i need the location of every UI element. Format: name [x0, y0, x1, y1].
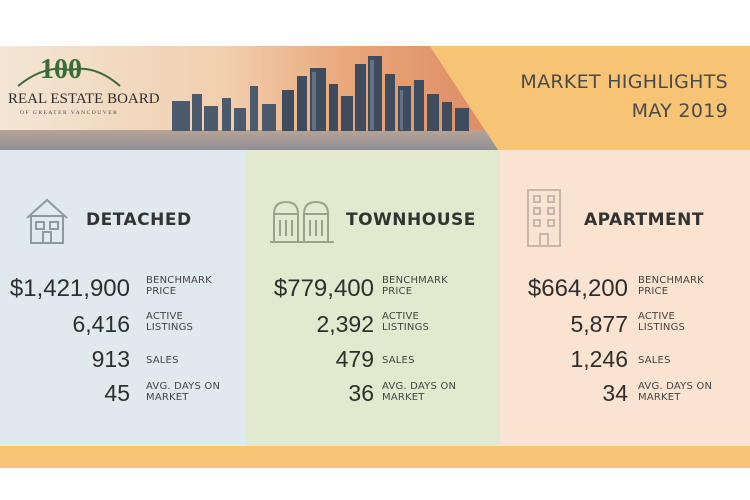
- property-type-label: DETACHED: [86, 210, 192, 230]
- sales-label: SALES: [638, 355, 671, 366]
- active-listings-label: ACTIVE LISTINGS: [146, 311, 194, 333]
- panel-detached: DETACHED $1,421,900 BENCHMARK PRICE 6,416…: [0, 150, 246, 446]
- report-title: MARKET HIGHLIGHTS MAY 2019: [520, 68, 728, 126]
- apartment-building-icon: [527, 189, 561, 247]
- active-listings-value: 2,392: [316, 311, 374, 337]
- logo: 100 REAL ESTATE BOARD OF GREATER VANCOUV…: [8, 54, 160, 116]
- title-line-2: MAY 2019: [631, 100, 728, 122]
- title-line-1: MARKET HIGHLIGHTS: [520, 71, 728, 93]
- sales-label: SALES: [382, 355, 415, 366]
- sales-value: 479: [335, 346, 374, 372]
- benchmark-price-value: $664,200: [527, 275, 628, 302]
- avg-days-label: AVG. DAYS ON MARKET: [146, 381, 221, 403]
- footer-bar: [0, 446, 750, 468]
- active-listings-value: 6,416: [72, 311, 130, 337]
- avg-days-value: 36: [348, 380, 374, 406]
- avg-days-value: 34: [602, 380, 628, 406]
- active-listings-label: ACTIVE LISTINGS: [638, 311, 686, 333]
- property-type-label: APARTMENT: [584, 210, 704, 230]
- active-listings-label: ACTIVE LISTINGS: [382, 311, 430, 333]
- benchmark-price-label: BENCHMARK PRICE: [146, 275, 212, 297]
- panel-townhouse: TOWNHOUSE $779,400 BENCHMARK PRICE 2,392 …: [246, 150, 500, 446]
- avg-days-label: AVG. DAYS ON MARKET: [382, 381, 457, 403]
- house-icon: [26, 198, 68, 244]
- logo-number: 100: [40, 54, 82, 85]
- avg-days-value: 45: [104, 380, 130, 406]
- benchmark-price-label: BENCHMARK PRICE: [638, 275, 704, 297]
- sales-value: 1,246: [570, 346, 628, 372]
- avg-days-label: AVG. DAYS ON MARKET: [638, 381, 713, 403]
- panel-apartment: APARTMENT $664,200 BENCHMARK PRICE 5,877 …: [500, 150, 750, 446]
- sales-label: SALES: [146, 355, 179, 366]
- active-listings-value: 5,877: [570, 311, 628, 337]
- header-banner: 100 REAL ESTATE BOARD OF GREATER VANCOUV…: [0, 46, 750, 150]
- logo-subtext: OF GREATER VANCOUVER: [20, 110, 118, 116]
- benchmark-price-value: $1,421,900: [9, 275, 130, 302]
- logo-text: REAL ESTATE BOARD: [8, 91, 160, 107]
- city-skyline-image: 100 REAL ESTATE BOARD OF GREATER VANCOUV…: [0, 46, 750, 150]
- sales-value: 913: [91, 346, 130, 372]
- benchmark-price-value: $779,400: [273, 275, 374, 302]
- townhouse-icon: [270, 200, 334, 243]
- benchmark-price-label: BENCHMARK PRICE: [382, 275, 448, 297]
- property-type-label: TOWNHOUSE: [346, 210, 476, 230]
